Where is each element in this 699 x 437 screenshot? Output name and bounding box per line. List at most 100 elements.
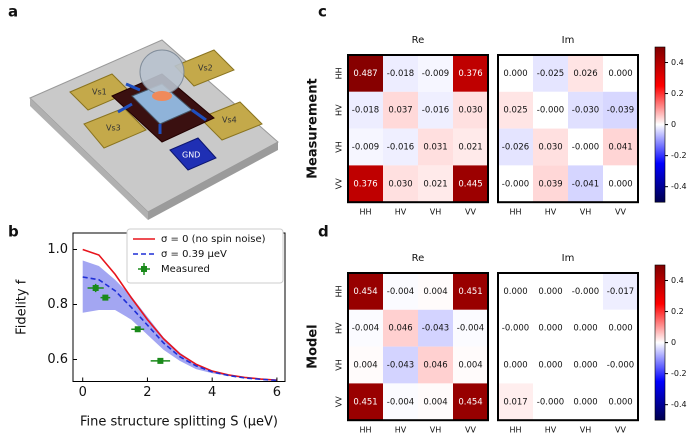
cell-label: -0.000: [572, 287, 599, 297]
cell-label: 0.031: [423, 143, 447, 153]
cell-label: 0.000: [503, 287, 527, 297]
y-tick-label: 1.0: [47, 242, 68, 257]
colorbar-tick-label: 0.2: [671, 307, 684, 316]
panel-label: a: [8, 3, 18, 21]
x-tick-label: VH: [580, 208, 592, 217]
x-tick-label: HV: [395, 426, 407, 435]
cell-label: -0.004: [387, 397, 414, 407]
cell-label: -0.000: [502, 324, 529, 334]
cell-label: 0.004: [353, 361, 377, 371]
cell-label: -0.018: [387, 69, 414, 79]
x-axis-label: Fine structure splitting S (μeV): [80, 415, 278, 430]
y-tick-label: VV: [335, 396, 344, 407]
x-tick-label: VV: [465, 208, 476, 217]
heatmap-title: Im: [562, 35, 575, 46]
cell-label: -0.017: [607, 287, 634, 297]
colorbar: [655, 265, 665, 420]
x-tick-label: HH: [509, 426, 521, 435]
colorbar-tick-label: 0: [671, 120, 676, 129]
heatmap-title: Re: [412, 35, 425, 46]
cell-label: 0.454: [353, 287, 377, 297]
colorbar-tick-label: -0.4: [671, 400, 687, 409]
device-illustration: Vs1 Vs2 Vs3 Vs4 GND: [30, 40, 278, 220]
point: [93, 285, 99, 291]
cell-label: -0.030: [572, 106, 599, 116]
cell-label: 0.000: [538, 324, 562, 334]
cell-label: 0.004: [458, 361, 482, 371]
colorbar-tick-label: 0.4: [671, 276, 684, 285]
cell-label: 0.037: [388, 106, 412, 116]
cell-label: -0.043: [387, 361, 414, 371]
y-tick-label: 0.6: [47, 352, 68, 367]
cell-label: 0.487: [353, 69, 377, 79]
cell-label: -0.039: [607, 106, 634, 116]
panel-label: d: [318, 223, 329, 241]
cell-label: 0.030: [538, 143, 562, 153]
x-tick-label: VV: [615, 426, 626, 435]
y-tick-label: VH: [335, 141, 344, 153]
colorbar-tick-label: 0.2: [671, 89, 684, 98]
cell-label: 0.017: [503, 397, 527, 407]
x-tick-label: 0: [79, 385, 87, 400]
cell-label: 0.451: [458, 287, 482, 297]
cell-label: -0.018: [352, 106, 379, 116]
lens: [140, 50, 184, 94]
cell-label: 0.000: [538, 361, 562, 371]
y-tick-label: HH: [335, 285, 344, 297]
cell-label: 0.000: [608, 69, 632, 79]
x-tick-label: HV: [395, 208, 407, 217]
x-tick-label: 6: [273, 385, 281, 400]
y-tick-label: VV: [335, 178, 344, 189]
cell-label: 0.454: [458, 397, 482, 407]
x-tick-label: VH: [430, 208, 442, 217]
cell-label: -0.004: [387, 287, 414, 297]
colorbar-tick-label: 0.4: [671, 58, 684, 67]
cell-label: -0.000: [502, 179, 529, 189]
cell-label: -0.009: [422, 69, 449, 79]
cell-label: 0.000: [573, 361, 597, 371]
cell-label: -0.000: [537, 397, 564, 407]
cell-label: 0.000: [608, 324, 632, 334]
y-tick-label: HV: [335, 322, 344, 334]
device-label: Vs1: [92, 88, 107, 97]
y-tick-label: HH: [335, 67, 344, 79]
cell-label: 0.000: [608, 397, 632, 407]
cell-label: 0.041: [608, 143, 632, 153]
y-tick-label: VH: [335, 359, 344, 371]
device-label: Vs2: [198, 64, 213, 73]
cell-label: 0.445: [458, 179, 482, 189]
point: [135, 326, 141, 332]
device-label: GND: [182, 151, 200, 160]
cell-label: 0.000: [538, 287, 562, 297]
x-tick-label: VV: [465, 426, 476, 435]
x-tick-label: HV: [545, 426, 557, 435]
heatmap-title: Re: [412, 253, 425, 264]
point: [157, 358, 163, 364]
cell-label: -0.043: [422, 324, 449, 334]
cell-label: 0.451: [353, 397, 377, 407]
device-label: Vs4: [222, 116, 237, 125]
panel-label: c: [318, 3, 327, 21]
cell-label: 0.025: [503, 106, 527, 116]
cell-label: 0.376: [353, 179, 377, 189]
cell-label: 0.000: [608, 179, 632, 189]
figure: a b c d Vs1 Vs2 Vs3 Vs4 GND 02460.60.81.…: [0, 0, 699, 437]
cell-label: 0.046: [388, 324, 412, 334]
cell-label: 0.039: [538, 179, 562, 189]
colorbar: [655, 47, 665, 202]
heatmap-title: Im: [562, 253, 575, 264]
cell-label: 0.046: [423, 361, 447, 371]
colorbar-tick-label: 0: [671, 338, 676, 347]
y-tick-label: 0.8: [47, 297, 68, 312]
cell-label: 0.000: [573, 397, 597, 407]
legend-label: σ = 0.39 μeV: [161, 249, 227, 260]
x-tick-label: 2: [143, 385, 151, 400]
legend-label: Measured: [161, 264, 210, 275]
colorbar-tick-label: -0.4: [671, 182, 687, 191]
x-tick-label: HV: [545, 208, 557, 217]
legend-label: σ = 0 (no spin noise): [161, 234, 266, 245]
y-axis-label: Fidelity f: [15, 279, 30, 335]
cell-label: -0.004: [457, 324, 484, 334]
cell-label: -0.000: [607, 361, 634, 371]
cell-label: -0.026: [502, 143, 529, 153]
